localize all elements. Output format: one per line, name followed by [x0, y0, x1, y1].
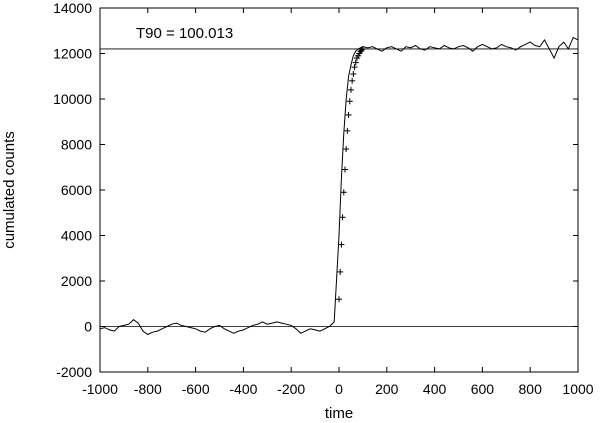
marker-point — [336, 296, 342, 303]
x-tick-label: -1000 — [82, 381, 118, 397]
marker-point — [359, 45, 366, 52]
marker-point — [341, 166, 348, 173]
y-tick-label: -2000 — [56, 364, 92, 380]
y-axis-title: cumulated counts — [1, 131, 18, 249]
marker-point — [337, 268, 344, 275]
y-tick-label: 2000 — [61, 273, 92, 289]
y-tick-label: 10000 — [53, 91, 92, 107]
x-axis-title: time — [325, 405, 353, 422]
marker-point — [344, 127, 351, 134]
x-tick-label: 1000 — [562, 381, 593, 397]
y-tick-label: 0 — [84, 319, 92, 335]
marker-point — [350, 70, 357, 77]
x-tick-label: -600 — [182, 381, 210, 397]
x-tick-label: 200 — [375, 381, 399, 397]
plot-area — [99, 36, 579, 336]
x-tick-label: -200 — [277, 381, 305, 397]
x-tick-label: 0 — [335, 381, 343, 397]
marker-point — [339, 214, 346, 221]
x-tick-label: 800 — [519, 381, 543, 397]
plot-frame — [99, 7, 579, 373]
marker-point — [338, 241, 345, 248]
y-tick-label: 14000 — [53, 0, 92, 16]
marker-point — [349, 77, 356, 84]
marker-point — [352, 59, 359, 66]
x-tick-label: 400 — [423, 381, 447, 397]
y-tick-label: 4000 — [61, 228, 92, 244]
x-tick-label: -800 — [134, 381, 162, 397]
cumulative-counts-line — [99, 36, 579, 336]
y-tick-label: 12000 — [53, 46, 92, 62]
t90-annotation: T90 = 100.013 — [136, 25, 233, 42]
x-tick-label: 600 — [471, 381, 495, 397]
y-tick-label: 8000 — [61, 137, 92, 153]
y-tick-label: 6000 — [61, 182, 92, 198]
marker-point — [345, 111, 352, 118]
axes: -1000 -800 -600 -400 -200 0 200 400 600 800 1000-2… — [53, 0, 594, 397]
marker-point — [343, 146, 350, 153]
marker-point — [351, 64, 358, 71]
marker-point — [340, 189, 347, 196]
x-tick-label: -400 — [229, 381, 257, 397]
marker-point — [346, 98, 353, 105]
marker-point — [358, 47, 365, 54]
marker-point — [347, 86, 354, 93]
